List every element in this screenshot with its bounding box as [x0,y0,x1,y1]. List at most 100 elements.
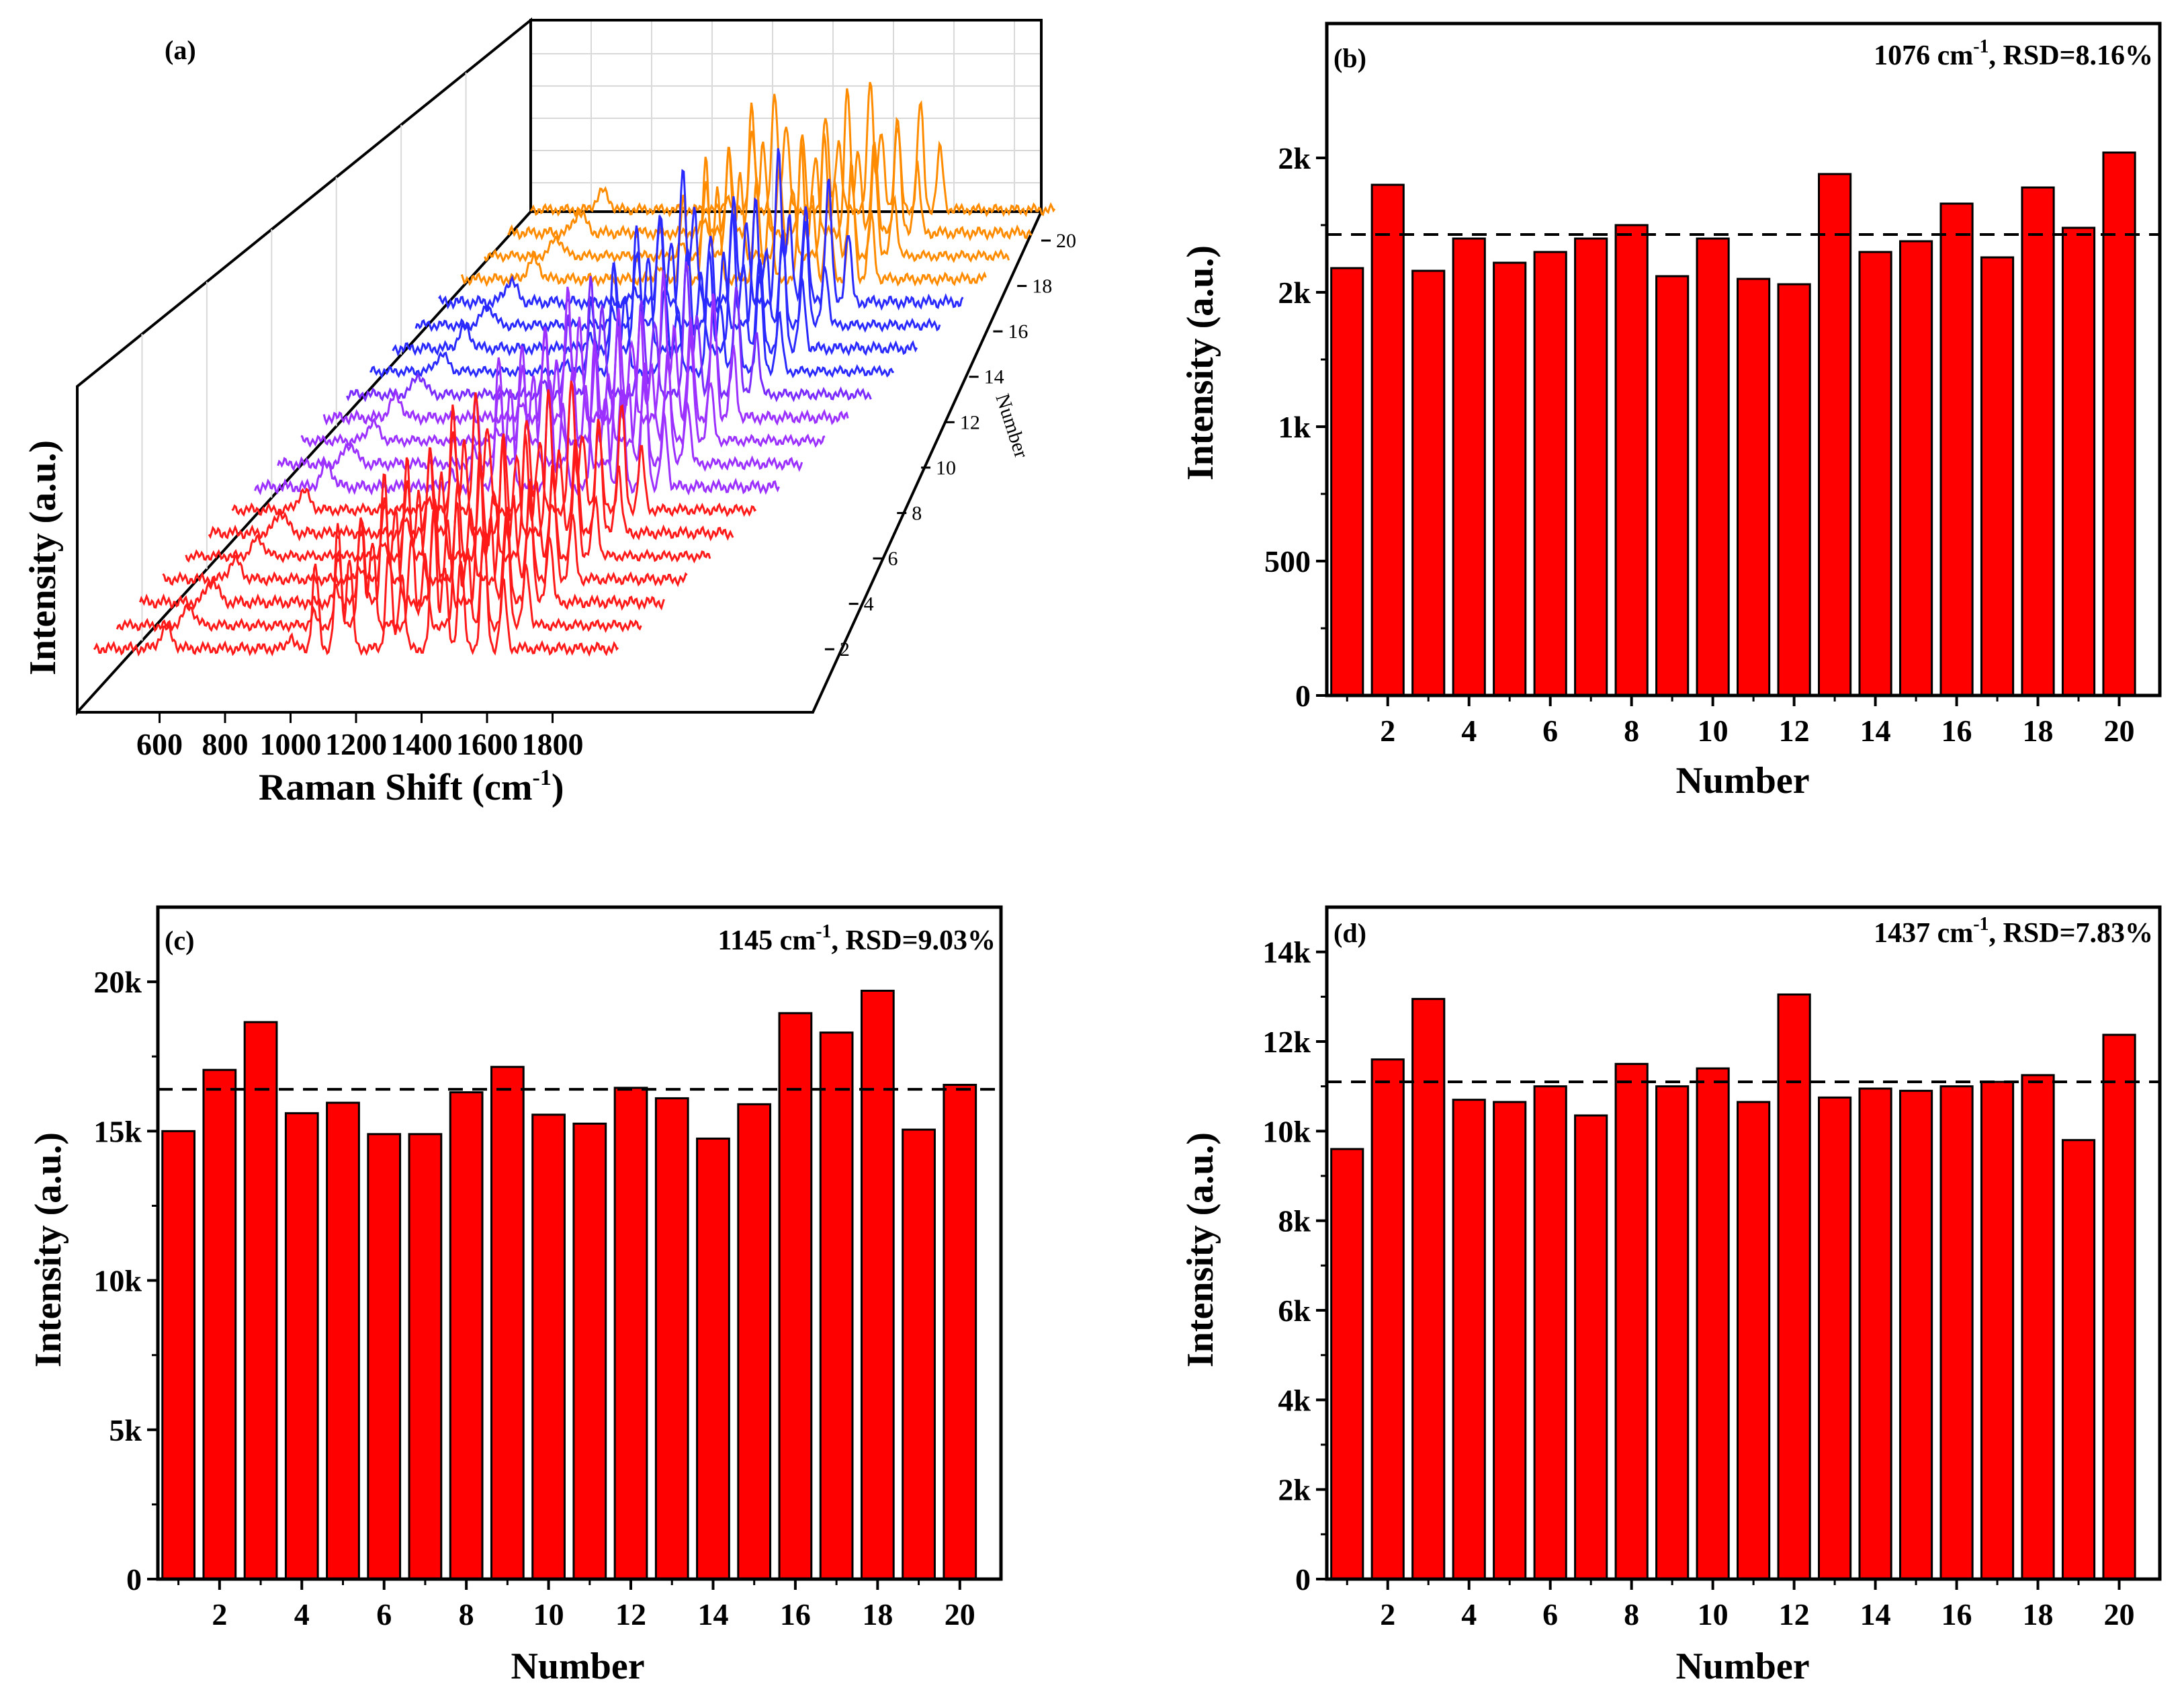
x-tick-label-b: 10 [1698,714,1729,748]
spectrum-7 [231,380,757,518]
y-tick-label-b: 2k [1278,141,1311,175]
number-tick-label-a: 12 [960,411,980,433]
bar-b-14 [1858,251,1892,697]
x-tick-label-d: 20 [2104,1597,2135,1631]
bar-d-1 [1330,1148,1364,1580]
y-tick-label-c: 15k [93,1114,142,1148]
x-tick-label-a: 1000 [260,727,322,761]
bar-b-16 [1939,202,1974,697]
bar-d-16 [1939,1085,1974,1580]
bar-c-15 [737,1103,772,1580]
panel-c-bar-chart: 0 5k 10k 15k 20k 2 4 6 8 10 12 14 16 18 20 (c) 1145 cm… [28,905,1003,1687]
panel-b-axes: 0 500 1k 2k 2k 2 4 6 8 10 12 14 16 18 20 [1264,22,2162,748]
bar-b-2 [1370,183,1405,697]
spectrum-18 [484,133,1010,263]
bar-d-7 [1574,1114,1608,1580]
x-tick-label-b: 20 [2104,714,2135,748]
bar-c-18 [860,989,895,1580]
x-tick-label-c: 6 [376,1597,392,1631]
x-tick-label-d: 4 [1461,1597,1477,1631]
bar-d-13 [1818,1096,1852,1580]
panel-a-x-ticks: 600 800 1000 1200 1400 1600 1800 [136,712,584,761]
bar-b-5 [1493,261,1527,697]
spectrum-9 [277,323,803,472]
y-tick-label-d: 12k [1262,1025,1311,1059]
bar-d-10 [1696,1067,1730,1580]
x-tick-label-d: 2 [1380,1597,1395,1631]
panel-a-spectra [93,81,1056,657]
bar-b-20 [2102,151,2136,697]
x-tick-label-b: 6 [1542,714,1558,748]
bar-c-10 [531,1113,566,1580]
bar-d-6 [1533,1085,1567,1580]
x-tick-label-a: 1600 [456,727,518,761]
x-tick-label-b: 16 [1941,714,1972,748]
bar-c-11 [572,1122,607,1580]
spectrum-3 [138,451,665,611]
x-tick-label-d: 14 [1860,1597,1891,1631]
x-tick-label-c: 2 [212,1597,227,1631]
panel-c-bars [158,989,1001,1580]
spectrum-19 [507,88,1033,242]
panel-a-floor [77,211,1043,714]
x-tick-label-c: 14 [697,1597,728,1631]
x-tick-label-b: 4 [1461,714,1477,748]
number-tick-label-a: 8 [912,502,922,524]
y-tick-label-d: 0 [1295,1562,1311,1597]
x-tick-label-c: 8 [459,1597,474,1631]
x-tick-label-a: 600 [136,727,183,761]
x-tick-label-b: 8 [1624,714,1639,748]
bar-b-10 [1696,237,1730,697]
y-tick-label-b: 0 [1295,679,1311,713]
y-tick-label-d: 4k [1278,1383,1311,1417]
spectrum-5 [185,433,711,564]
spectrum-16 [438,148,964,311]
panel-b-y-axis-title: Intensity (a.u.) [1180,245,1221,480]
y-tick-label-b: 1k [1278,410,1311,444]
x-tick-label-a: 1400 [391,727,453,761]
x-tick-label-a: 800 [202,727,249,761]
bar-b-12 [1777,283,1811,697]
x-tick-label-b: 14 [1860,714,1891,748]
panel-d-label: (d) [1334,918,1366,948]
spectrum-12 [345,261,872,402]
bar-b-18 [2021,186,2055,697]
x-tick-label-d: 18 [2023,1597,2054,1631]
bar-d-12 [1777,993,1811,1580]
bar-b-13 [1818,173,1852,697]
spectrum-11 [322,270,849,426]
bar-b-3 [1411,269,1446,697]
bar-c-7 [408,1133,443,1580]
bar-b-19 [2061,226,2096,697]
spectrum-2 [116,499,642,634]
bar-c-19 [902,1128,936,1580]
bar-c-2 [202,1068,237,1580]
bar-d-2 [1370,1058,1405,1580]
panel-d-bars [1327,993,2160,1580]
y-tick-label-d: 8k [1278,1204,1311,1238]
number-tick-label-a: 18 [1032,275,1052,298]
panel-c-label: (c) [165,925,194,956]
bar-b-4 [1452,237,1486,697]
panel-b-bars [1327,151,2160,697]
bar-c-17 [819,1031,854,1580]
panel-a-waterfall: 600 800 1000 1200 1400 1600 1800 24 6 8 10 12 14 16 1… [22,17,1076,808]
bar-b-17 [1980,256,2015,697]
number-tick-label-a: 14 [984,366,1004,388]
bar-d-15 [1898,1089,1933,1580]
x-tick-label-c: 18 [862,1597,893,1631]
bar-c-13 [654,1097,689,1580]
y-tick-label-c: 0 [126,1562,142,1597]
y-tick-label-d: 6k [1278,1294,1311,1328]
x-tick-label-d: 10 [1698,1597,1729,1631]
panel-d-bar-chart: 0 2k 4k 6k 8k 10k 12k 14k 2 4 6 8 10 12 14 16 18 20 (d) 1… [1180,905,2162,1687]
panel-c-annotation: 1145 cm-1, RSD=9.03% [717,921,996,956]
bar-d-5 [1493,1101,1527,1580]
spectrum-1 [93,510,619,657]
bar-d-20 [2102,1033,2136,1580]
plot-frame-d [1325,905,2162,1581]
bar-b-15 [1898,240,1933,697]
number-tick-label-a: 20 [1056,230,1076,252]
spectrum-20 [529,81,1056,218]
bar-c-4 [284,1112,319,1580]
